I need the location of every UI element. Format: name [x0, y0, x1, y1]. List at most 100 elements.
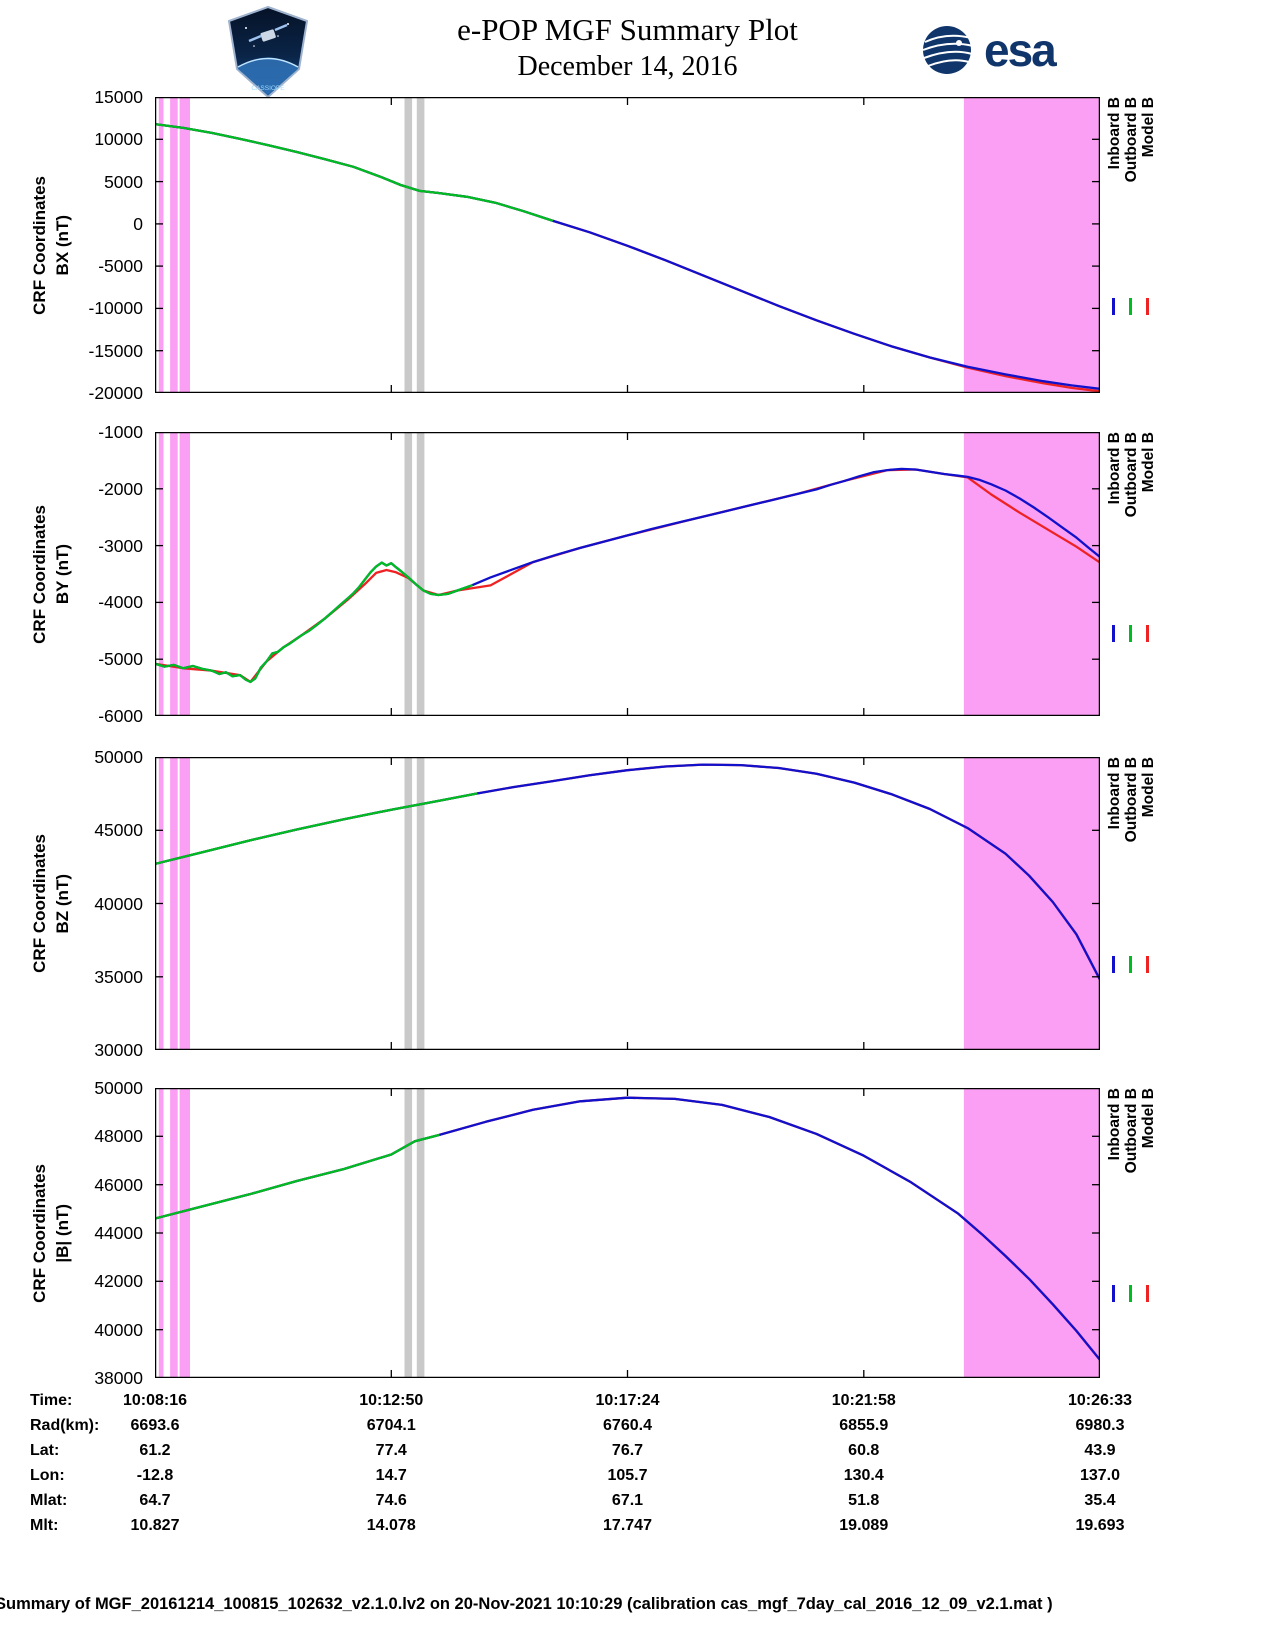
- y-axis-title-coords: CRF Coordinates: [29, 175, 49, 315]
- y-tick-label: 40000: [94, 1320, 143, 1340]
- y-tick-label: 15000: [94, 87, 143, 107]
- legend-label-outboard-b: Outboard B: [1123, 432, 1140, 518]
- plot-area-bx: [155, 97, 1100, 393]
- title-line1: e-POP MGF Summary Plot: [457, 12, 798, 47]
- legend-label-inboard-b: Inboard B: [1106, 757, 1123, 830]
- y-tick-labels-bmag: 50000 48000 46000 44000 42000 40000 38000: [66, 1078, 148, 1388]
- table-value: 60.8: [848, 1442, 880, 1459]
- table-value: 6704.1: [366, 1417, 416, 1434]
- y-axis-title-coords: CRF Coordinates: [29, 834, 49, 973]
- table-value: 17.747: [603, 1517, 652, 1534]
- y-tick-label: -5000: [98, 649, 143, 669]
- panel-bmag: CRF Coordinates |B| (nT) 50000 48000 46000…: [0, 1078, 1275, 1388]
- table-value: 6693.6: [130, 1417, 180, 1434]
- y-tick-label: 10000: [94, 129, 143, 149]
- y-axis-title-coords: CRF Coordinates: [29, 1163, 49, 1303]
- legend-line-sample: [1129, 298, 1132, 315]
- ephemeris-table: Time: 10:08:16 10:12:50 10:17:24 10:21:58 10:…: [0, 1392, 1275, 1552]
- table-value: 64.7: [139, 1492, 171, 1509]
- y-tick-label: -2000: [98, 479, 143, 499]
- table-value: 14.078: [366, 1517, 416, 1534]
- y-tick-label: -3000: [98, 536, 143, 556]
- table-row-lon: Lon: -12.8 14.7 105.7 130.4 137.0: [0, 1467, 1275, 1492]
- table-value: 137.0: [1079, 1467, 1121, 1484]
- y-axis-title-coords: CRF Coordinates: [29, 504, 49, 644]
- table-value: 10:17:24: [595, 1392, 660, 1409]
- legend-bmag: Inboard B Outboard B Model B: [1106, 1088, 1168, 1378]
- y-tick-label: -20000: [88, 383, 144, 403]
- table-value: 10:21:58: [831, 1392, 896, 1409]
- table-row-mlat: Mlat: 64.7 74.6 67.1 51.8 35.4: [0, 1492, 1275, 1517]
- y-tick-labels-bz: 50000 45000 40000 35000 30000: [66, 747, 148, 1060]
- legend-by: Inboard B Outboard B Model B: [1106, 432, 1168, 716]
- patch-text: CASSIOPE: [251, 85, 285, 92]
- legend-label-model-b: Model B: [1140, 97, 1157, 158]
- y-tick-label: 5000: [104, 172, 143, 192]
- esa-emblem-icon: [922, 26, 974, 74]
- panel-by: CRF Coordinates BY (nT) -1000 -2000 -3000-…: [0, 422, 1275, 726]
- table-row-label: Lon:: [30, 1467, 65, 1484]
- table-value: 74.6: [375, 1492, 407, 1509]
- y-tick-label: 40000: [94, 894, 143, 914]
- esa-logo: esa: [920, 24, 1057, 76]
- legend-label-outboard-b: Outboard B: [1123, 97, 1140, 183]
- legend-label-outboard-b: Outboard B: [1123, 757, 1140, 843]
- legend-line-sample: [1112, 298, 1115, 315]
- table-value: 130.4: [843, 1467, 884, 1484]
- table-row-mlt: Mlt: 10.827 14.078 17.747 19.089 19.693: [0, 1517, 1275, 1542]
- y-tick-label: -10000: [88, 298, 144, 318]
- y-tick-label: 48000: [94, 1126, 143, 1146]
- legend-line-sample: [1112, 1285, 1115, 1302]
- table-row-time: Time: 10:08:16 10:12:50 10:17:24 10:21:58 10:…: [0, 1392, 1275, 1417]
- plot-area-bmag: [155, 1088, 1100, 1378]
- table-value: 51.8: [848, 1492, 880, 1509]
- table-row-lat: Lat: 61.2 77.4 76.7 60.8 43.9: [0, 1442, 1275, 1467]
- legend-line-sample: [1146, 956, 1149, 973]
- legend-label-inboard-b: Inboard B: [1106, 1088, 1123, 1161]
- legend-label-model-b: Model B: [1140, 432, 1157, 493]
- legend-line-sample: [1129, 1285, 1132, 1302]
- y-tick-label: 50000: [94, 747, 143, 767]
- table-row-label: Mlat:: [30, 1492, 68, 1509]
- y-tick-label: -6000: [98, 706, 143, 726]
- table-value: 6760.4: [603, 1417, 652, 1434]
- plot-area-bz: [155, 757, 1100, 1050]
- plot-area-by: [155, 432, 1100, 716]
- legend-label-inboard-b: Inboard B: [1106, 97, 1123, 170]
- table-value: 77.4: [375, 1442, 407, 1459]
- y-tick-labels-bx: 15000 10000 5000 0 -5000 -10000 -15000 -20000: [66, 87, 148, 403]
- y-tick-label: 38000: [94, 1368, 143, 1388]
- table-value: 6855.9: [839, 1417, 889, 1434]
- legend-label-inboard-b: Inboard B: [1106, 432, 1123, 505]
- table-value: 10:26:33: [1067, 1392, 1133, 1409]
- table-value: 10:12:50: [359, 1392, 424, 1409]
- table-value: 61.2: [139, 1442, 171, 1459]
- table-value: 19.693: [1075, 1517, 1125, 1534]
- y-tick-label: 35000: [94, 967, 143, 987]
- table-value: -12.8: [136, 1467, 174, 1484]
- y-tick-label: -5000: [98, 256, 143, 276]
- legend-line-sample: [1146, 625, 1149, 642]
- panel-bx: CRF Coordinates BX (nT) 15000 10000 5000 0-…: [0, 87, 1275, 403]
- legend-label-model-b: Model B: [1140, 757, 1157, 818]
- table-row-label: Mlt:: [30, 1517, 59, 1534]
- y-tick-label: 46000: [94, 1175, 143, 1195]
- legend-line-sample: [1112, 956, 1115, 973]
- legend-bx: Inboard B Outboard B Model B: [1106, 97, 1168, 393]
- y-tick-label: 50000: [94, 1078, 143, 1098]
- y-tick-label: 44000: [94, 1223, 143, 1243]
- legend-label-model-b: Model B: [1140, 1088, 1157, 1149]
- table-value: 6980.3: [1075, 1417, 1125, 1434]
- table-value: 105.7: [607, 1467, 648, 1484]
- mission-patch-icon: CASSIOPE: [227, 5, 309, 99]
- legend-line-sample: [1146, 1285, 1149, 1302]
- y-tick-label: 45000: [94, 820, 143, 840]
- esa-logo-text: esa: [984, 24, 1057, 76]
- table-value: 14.7: [375, 1467, 407, 1484]
- y-tick-label: -1000: [98, 422, 143, 442]
- legend-line-sample: [1146, 298, 1149, 315]
- y-tick-label: -15000: [88, 341, 144, 361]
- y-tick-labels-by: -1000 -2000 -3000 -4000 -5000 -6000: [66, 422, 148, 726]
- table-value: 76.7: [611, 1442, 644, 1459]
